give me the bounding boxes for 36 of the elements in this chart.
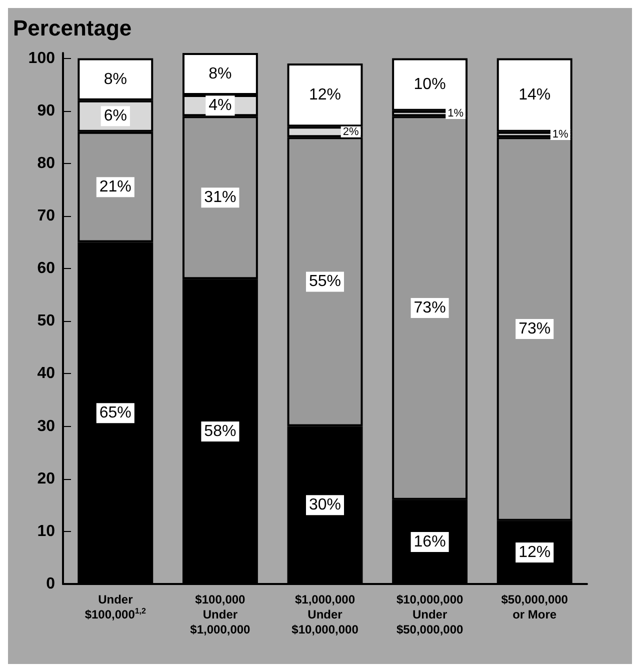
data-label: 8%: [104, 70, 127, 88]
x-tick-label: $100,000 Under $1,000,000: [190, 592, 251, 636]
y-tick-label: 0: [46, 576, 56, 592]
data-label: 12%: [308, 86, 342, 104]
x-tick-label: $10,000,000 Under $50,000,000: [396, 592, 464, 636]
data-label: 55%: [308, 273, 342, 290]
data-label: 30%: [308, 496, 342, 514]
y-tick-label: 70: [37, 207, 56, 224]
y-tick-label: 30: [37, 418, 56, 435]
data-label: 2%: [342, 126, 359, 138]
data-label: 1%: [448, 107, 464, 120]
data-label: 73%: [414, 299, 446, 316]
data-label: 4%: [208, 97, 232, 114]
data-label: 10%: [414, 76, 446, 94]
data-label: 14%: [518, 86, 551, 104]
data-label: 1%: [552, 128, 569, 140]
data-label: 73%: [518, 320, 551, 338]
y-tick-label: 60: [37, 260, 56, 278]
data-label: 58%: [204, 423, 236, 440]
y-tick-label: 100: [28, 50, 56, 67]
x-tick-label: $50,000,000 or More: [501, 592, 568, 622]
data-label: 8%: [208, 66, 232, 83]
y-tick-label: 80: [37, 154, 56, 172]
data-label: 6%: [104, 108, 127, 125]
data-label: 16%: [414, 533, 446, 550]
data-label: 31%: [204, 189, 236, 206]
x-tick-label: $1,000,000 Under $10,000,000: [292, 592, 359, 636]
data-label: 12%: [518, 544, 551, 561]
y-tick-label: 90: [37, 102, 56, 120]
y-axis-title: Percentage: [13, 16, 132, 40]
y-tick-label: 40: [37, 365, 56, 382]
y-tick-label: 20: [37, 470, 56, 488]
data-label: 21%: [99, 178, 132, 196]
y-tick-label: 10: [37, 522, 56, 540]
y-tick-label: 50: [37, 312, 56, 330]
data-label: 65%: [99, 404, 132, 422]
